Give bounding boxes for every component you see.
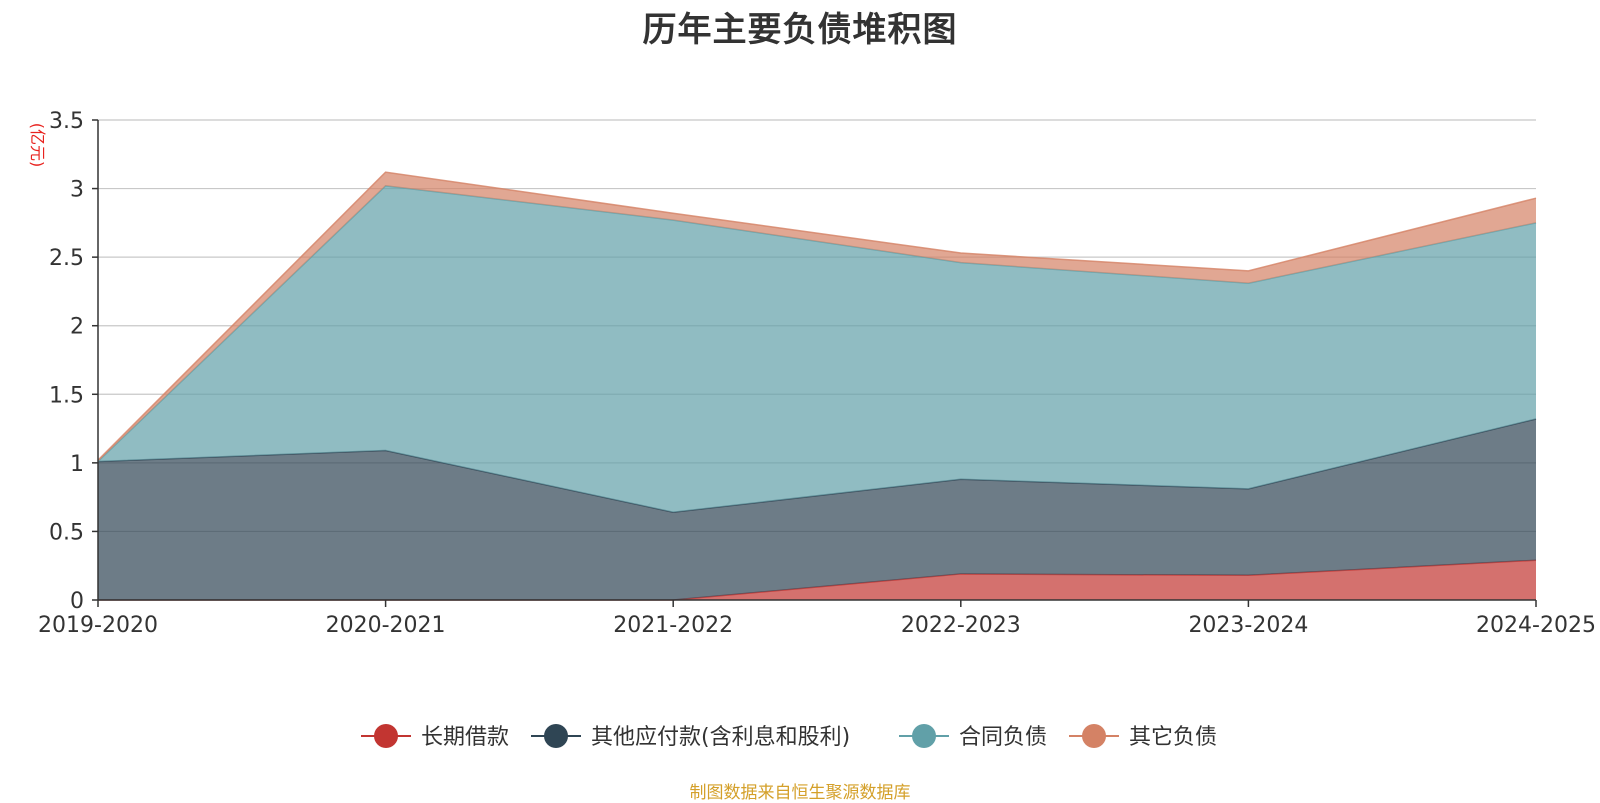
legend-marker-icon — [544, 724, 568, 748]
x-axis-ticks: 2019-2020 2020-2021 2021-2022 2022-2023 2023… — [38, 600, 1596, 638]
chart-title: 历年主要负债堆积图 — [642, 10, 958, 50]
y-tick-label: 1.5 — [49, 383, 84, 408]
x-tick-label: 2019-2020 — [38, 613, 158, 638]
x-tick-label: 2022-2023 — [901, 613, 1021, 638]
y-tick-label: 3.5 — [49, 109, 84, 134]
area-series-1 — [98, 560, 1536, 600]
series-line-4 — [97, 171, 1537, 461]
area-series — [97, 171, 1537, 601]
y-tick-label: 3 — [70, 178, 84, 203]
legend-item-2[interactable]: 其他应付款(含利息和股利) — [531, 724, 850, 750]
legend-item-4[interactable]: 其它负债 — [1069, 724, 1217, 750]
y-axis-ticks: 0 0.5 1 1.5 2 2.5 3 3.5 — [49, 109, 98, 614]
source-note: 制图数据来自恒生聚源数据库 — [689, 783, 911, 803]
x-tick-label: 2021-2022 — [613, 613, 733, 638]
area-series-2 — [98, 418, 1536, 600]
legend-item-1[interactable]: 长期借款 — [361, 724, 509, 750]
y-axis-unit-label: (亿元) — [28, 123, 47, 168]
legend-label: 其他应付款(含利息和股利) — [591, 725, 850, 750]
legend[interactable]: 长期借款 其他应付款(含利息和股利) 合同负债 其它负债 — [361, 724, 1217, 750]
legend-label: 长期借款 — [421, 725, 509, 750]
legend-label: 其它负债 — [1129, 725, 1217, 750]
area-series-3 — [98, 185, 1536, 513]
legend-label: 合同负债 — [959, 725, 1047, 750]
axes — [97, 120, 1536, 601]
legend-marker-icon — [374, 724, 398, 748]
x-tick-label: 2020-2021 — [326, 613, 446, 638]
y-tick-label: 2 — [70, 315, 84, 340]
x-tick-label: 2024-2025 — [1476, 613, 1596, 638]
y-tick-label: 1 — [70, 452, 84, 477]
x-tick-label: 2023-2024 — [1188, 613, 1308, 638]
y-tick-label: 2.5 — [49, 246, 84, 271]
legend-item-3[interactable]: 合同负债 — [899, 724, 1047, 750]
y-tick-label: 0.5 — [49, 520, 84, 545]
legend-marker-icon — [912, 724, 936, 748]
y-tick-label: 0 — [70, 589, 84, 614]
legend-marker-icon — [1082, 724, 1106, 748]
